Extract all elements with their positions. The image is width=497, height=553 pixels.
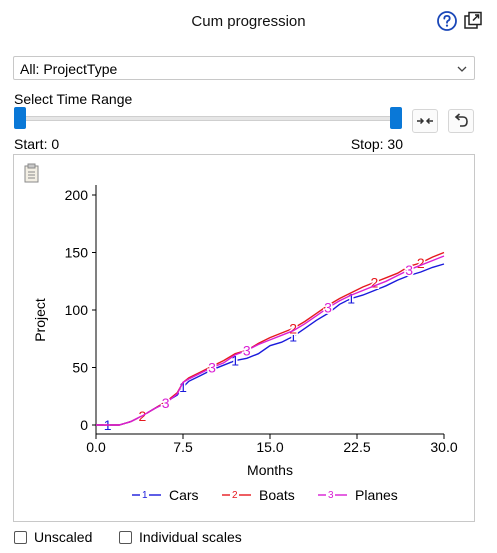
- unscaled-checkbox-box[interactable]: [14, 531, 27, 544]
- start-thumb[interactable]: [14, 107, 26, 129]
- series-marker-boats: 2: [417, 255, 425, 271]
- series-marker-planes: 3: [243, 342, 251, 358]
- series-marker-cars: 1: [347, 291, 355, 307]
- legend-label-planes: Planes: [355, 487, 398, 503]
- x-tick-label: 7.5: [173, 439, 193, 455]
- stop-value-label: Stop: 30: [350, 136, 403, 152]
- time-range-slider[interactable]: [14, 107, 402, 131]
- window-title: Cum progression: [191, 13, 306, 30]
- unscaled-label: Unscaled: [34, 529, 93, 545]
- series-marker-cars: 1: [289, 328, 297, 344]
- x-tick-label: 22.5: [343, 439, 370, 455]
- pop-out-icon[interactable]: [462, 10, 484, 32]
- undo-button[interactable]: [448, 109, 474, 133]
- start-value-label: Start: 0: [14, 136, 60, 152]
- legend-marker: 3: [328, 490, 334, 501]
- time-range-label: Select Time Range: [14, 91, 133, 107]
- legend-marker: 1: [142, 490, 148, 501]
- legend-marker: 2: [232, 490, 238, 501]
- project-type-select-value: All: ProjectType: [20, 61, 118, 77]
- stop-thumb[interactable]: [390, 107, 402, 129]
- x-tick-label: 0.0: [86, 439, 106, 455]
- series-marker-boats: 2: [289, 320, 297, 336]
- series-marker-boats: 2: [208, 358, 216, 374]
- help-circle-icon[interactable]: [436, 10, 458, 32]
- series-marker-planes: 3: [162, 395, 170, 411]
- fit-range-button[interactable]: [412, 109, 438, 133]
- project-type-select[interactable]: All: ProjectType: [13, 56, 475, 80]
- time-range-track[interactable]: [14, 116, 402, 121]
- compress-arrows-icon: [417, 117, 433, 125]
- y-tick-label: 100: [65, 302, 89, 318]
- legend-label-cars: Cars: [169, 487, 199, 503]
- chart-panel: 0 50 100 150 200 0.0 7.5 15.0 22.5 30.0 Project …: [13, 154, 475, 522]
- x-tick-label: 15.0: [256, 439, 283, 455]
- series-marker-boats: 2: [371, 274, 379, 290]
- undo-icon: [454, 113, 468, 127]
- chevron-down-icon: [457, 66, 467, 72]
- x-axis-label: Months: [247, 462, 293, 478]
- series-line-cars: [96, 263, 445, 426]
- y-axis-label: Project: [32, 298, 48, 342]
- series-marker-planes: 3: [324, 300, 332, 316]
- series-marker-cars: 1: [231, 353, 239, 369]
- series-marker-planes: 3: [208, 360, 216, 376]
- series-line-planes: [96, 255, 445, 426]
- x-tick-label: 30.0: [430, 439, 457, 455]
- y-tick-label: 50: [72, 360, 88, 376]
- y-tick-label: 0: [80, 417, 88, 433]
- y-tick-label: 200: [65, 187, 89, 203]
- individual-scales-checkbox-box[interactable]: [119, 531, 132, 544]
- individual-scales-label: Individual scales: [139, 529, 242, 545]
- series-marker-cars: 1: [179, 379, 187, 395]
- legend-label-boats: Boats: [259, 487, 295, 503]
- series-marker-planes: 3: [405, 262, 413, 278]
- clipboard-icon[interactable]: [24, 163, 39, 183]
- individual-scales-checkbox[interactable]: Individual scales: [119, 529, 242, 545]
- y-tick-label: 150: [65, 245, 89, 261]
- unscaled-checkbox[interactable]: Unscaled: [14, 529, 92, 545]
